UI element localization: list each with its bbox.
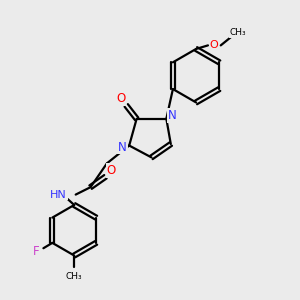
Text: O: O: [116, 92, 125, 105]
Text: N: N: [118, 140, 127, 154]
Text: O: O: [209, 40, 218, 50]
Text: N: N: [168, 109, 177, 122]
Text: HN: HN: [50, 190, 67, 200]
Text: CH₃: CH₃: [230, 28, 246, 38]
Text: F: F: [33, 245, 39, 258]
Text: O: O: [107, 164, 116, 177]
Text: CH₃: CH₃: [66, 272, 82, 281]
